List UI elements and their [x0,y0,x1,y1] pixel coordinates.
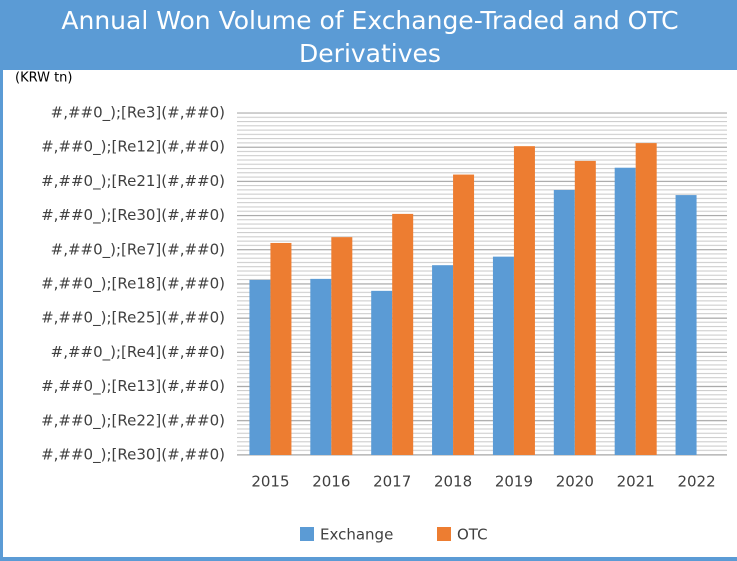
bar [614,167,636,455]
bar [675,195,697,455]
bar [392,213,414,455]
y-axis-label: (KRW tn) [15,71,73,86]
legend-swatch [300,527,314,541]
bar [432,265,454,455]
bar [331,237,353,455]
y-tick-label: #,##0_);[Re18](#,##0) [41,275,225,294]
legend-label: OTC [457,526,488,544]
bar [371,290,393,455]
bar [574,160,596,455]
y-tick-label: #,##0_);[Re21](#,##0) [41,172,225,191]
legend-swatch [437,527,451,541]
x-tick-label: 2020 [556,473,594,491]
bar [553,189,575,455]
y-tick-label: #,##0_);[Re7](#,##0) [51,240,225,259]
bar [270,242,292,455]
bar [310,278,332,455]
x-tick-label: 2019 [495,473,533,491]
bar [513,146,535,455]
y-tick-label: #,##0_);[Re22](#,##0) [41,411,225,430]
x-tick-label: 2016 [312,473,350,491]
bar [249,279,271,455]
x-tick-label: 2017 [373,473,411,491]
chart-title: Annual Won Volume of Exchange-Traded and… [3,0,737,70]
x-tick-label: 2015 [251,473,289,491]
y-tick-label: #,##0_);[Re12](#,##0) [41,138,225,157]
bar [635,143,657,455]
bar [492,256,514,455]
y-tick-label: #,##0_);[Re13](#,##0) [41,377,225,396]
y-tick-label: #,##0_);[Re25](#,##0) [41,309,225,328]
x-tick-label: 2021 [617,473,655,491]
y-tick-label: #,##0_);[Re30](#,##0) [41,206,225,225]
y-tick-label: #,##0_);[Re3](#,##0) [51,104,225,123]
x-tick-label: 2022 [677,473,715,491]
x-tick-label: 2018 [434,473,472,491]
legend-label: Exchange [320,526,393,544]
bar [453,174,475,455]
y-tick-label: #,##0_);[Re4](#,##0) [51,343,225,362]
y-tick-label: #,##0_);[Re30](#,##0) [41,446,225,465]
